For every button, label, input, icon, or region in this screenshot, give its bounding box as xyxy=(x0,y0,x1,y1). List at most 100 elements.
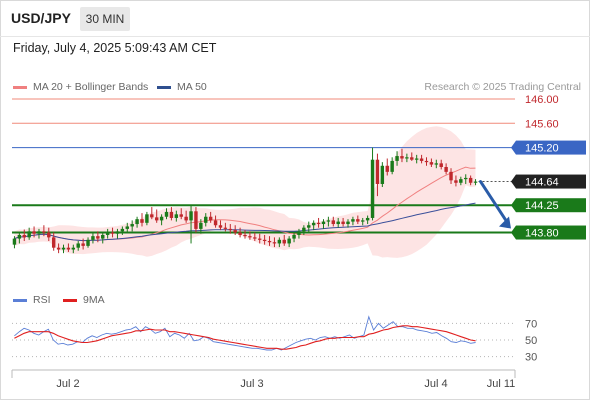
candle-body-0 xyxy=(12,238,17,245)
candle-body-21 xyxy=(115,231,120,234)
level-label-bg-2 xyxy=(516,140,586,155)
candle-body-9 xyxy=(56,247,61,250)
level-label-tip-2 xyxy=(511,140,516,155)
candle-body-10 xyxy=(61,247,66,250)
candle-body-91 xyxy=(459,179,463,183)
level-label-bg-4 xyxy=(516,198,586,213)
candle-body-59 xyxy=(302,227,306,232)
candle-body-49 xyxy=(253,237,257,239)
candle-body-81 xyxy=(410,157,414,160)
legend-ma50: MA 50 xyxy=(157,81,207,93)
research-credit: Research © 2025 Trading Central xyxy=(424,81,581,93)
ma20-swatch xyxy=(13,85,27,89)
candle-body-77 xyxy=(390,160,394,172)
candle-body-1 xyxy=(17,234,22,239)
candle-body-36 xyxy=(189,211,193,221)
candle-body-55 xyxy=(282,239,286,244)
rsi-tick-0: 30 xyxy=(525,352,537,364)
rsi-swatch xyxy=(13,298,27,302)
candle-body-56 xyxy=(287,238,291,244)
candle-body-29 xyxy=(154,217,159,221)
candle-body-11 xyxy=(66,247,71,250)
candle-body-33 xyxy=(174,214,179,218)
candle-body-15 xyxy=(86,239,90,246)
candle-body-20 xyxy=(110,232,115,234)
candle-body-50 xyxy=(257,238,262,240)
candle-body-41 xyxy=(213,220,218,226)
candle-body-48 xyxy=(248,236,252,238)
candle-body-85 xyxy=(429,162,434,165)
rsi-label: RSI xyxy=(33,294,51,306)
x-tick-1: Jul 3 xyxy=(240,378,263,390)
candle-body-24 xyxy=(130,224,134,227)
candle-body-35 xyxy=(184,216,188,221)
candle-body-47 xyxy=(243,234,247,237)
candle-body-19 xyxy=(105,232,110,235)
candle-body-70 xyxy=(356,219,360,222)
candle-body-27 xyxy=(145,214,149,223)
level-label-5: 143.80 xyxy=(525,228,559,240)
candle-body-51 xyxy=(262,239,267,242)
candle-body-87 xyxy=(439,163,443,167)
candle-body-78 xyxy=(395,156,399,161)
candle-body-26 xyxy=(140,219,144,223)
candle-body-80 xyxy=(405,157,409,159)
candle-body-22 xyxy=(120,228,125,232)
candle-body-71 xyxy=(361,220,365,222)
candle-body-18 xyxy=(101,234,105,239)
candle-body-25 xyxy=(135,219,139,225)
candle-body-6 xyxy=(42,231,46,233)
candle-body-54 xyxy=(277,239,282,244)
candle-body-12 xyxy=(71,247,76,250)
candle-body-46 xyxy=(238,232,242,235)
candle-body-84 xyxy=(424,160,429,163)
candle-body-88 xyxy=(444,166,448,172)
candle-body-4 xyxy=(32,231,36,234)
datetime-label: Friday, July 4, 2025 5:09:43 AM CET xyxy=(13,41,217,55)
candle-body-23 xyxy=(125,226,129,229)
rsi-tick-1: 50 xyxy=(525,335,537,347)
candle-body-86 xyxy=(434,163,439,165)
candle-body-94 xyxy=(473,181,478,183)
candle-body-65 xyxy=(331,220,336,225)
ma9-label: 9MA xyxy=(83,294,105,306)
candle-body-38 xyxy=(199,222,203,229)
candle-body-16 xyxy=(91,236,95,240)
level-label-tip-3 xyxy=(511,174,516,189)
candle-body-76 xyxy=(385,165,389,172)
candle-body-39 xyxy=(204,216,208,223)
level-label-bg-5 xyxy=(516,225,586,240)
candle-body-89 xyxy=(449,171,453,181)
ma50-label: MA 50 xyxy=(177,81,207,93)
bollinger-band xyxy=(14,126,476,258)
legend-9ma: 9MA xyxy=(63,294,105,306)
candle-body-44 xyxy=(228,228,233,231)
level-label-tip-5 xyxy=(511,225,516,240)
level-label-4: 144.25 xyxy=(525,200,559,212)
level-label-tip-4 xyxy=(511,198,516,213)
candle-body-45 xyxy=(233,230,237,233)
candle-body-60 xyxy=(307,225,311,228)
x-tick-3: Jul 11 xyxy=(487,378,516,390)
candle-body-58 xyxy=(297,231,301,235)
level-label-1: 145.60 xyxy=(525,118,559,130)
candle-body-64 xyxy=(326,220,331,222)
candle-body-82 xyxy=(414,158,419,160)
candle-body-14 xyxy=(81,243,85,246)
candle-body-17 xyxy=(96,236,100,239)
ma9-swatch xyxy=(63,298,77,302)
candle-body-42 xyxy=(218,225,223,228)
timeframe-button[interactable]: 30 MIN xyxy=(80,7,130,31)
candle-body-83 xyxy=(419,158,424,161)
candle-body-66 xyxy=(336,221,340,225)
legend-rsi: RSI xyxy=(13,294,51,306)
ma50-swatch xyxy=(157,85,171,89)
candle-body-73 xyxy=(370,159,375,218)
x-tick-0: Jul 2 xyxy=(56,378,79,390)
candle-body-68 xyxy=(346,221,350,225)
candle-body-3 xyxy=(27,231,31,238)
ma20-label: MA 20 + Bollinger Bands xyxy=(33,81,149,93)
candle-body-79 xyxy=(400,156,404,159)
candle-body-32 xyxy=(169,211,174,218)
